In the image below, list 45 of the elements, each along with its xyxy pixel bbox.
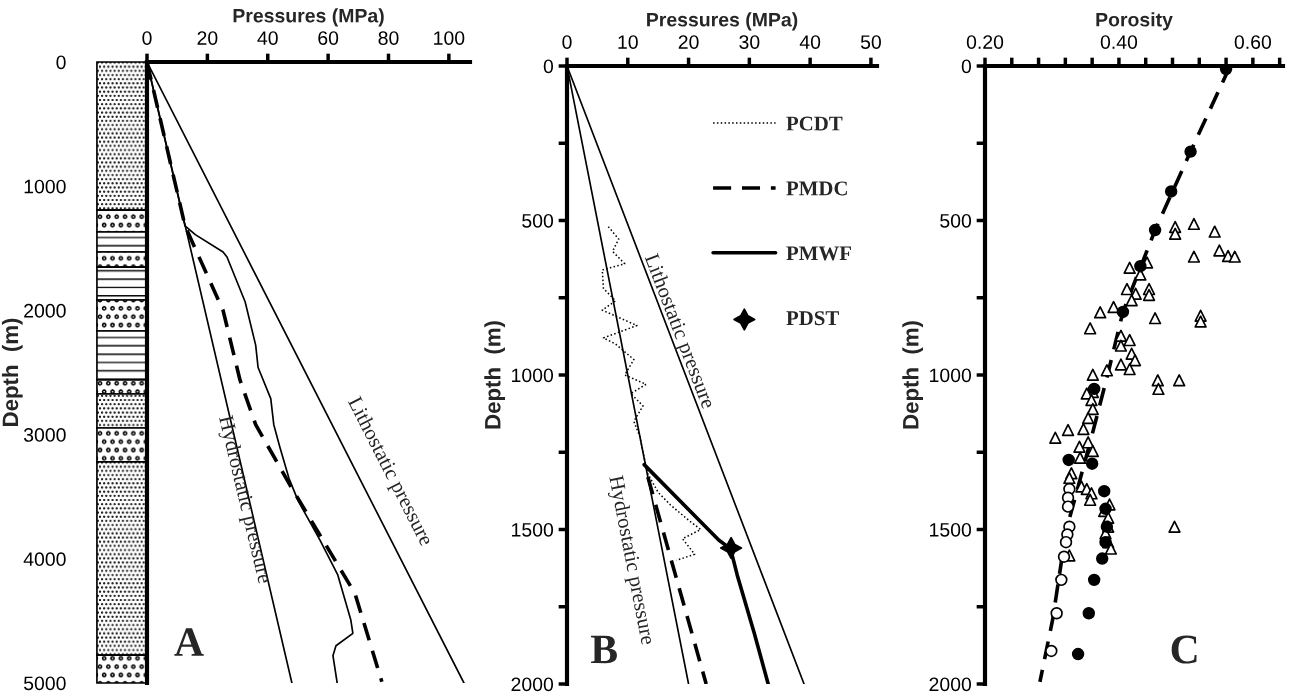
x-tick-label: 80 — [378, 31, 399, 45]
x-tick-label: 60 — [318, 31, 339, 45]
y-tick-label: 1000 — [24, 179, 66, 194]
y-tick-label: 0 — [56, 55, 66, 70]
x-tick-label: 20 — [197, 31, 218, 45]
legend-label: PMWF — [786, 246, 851, 261]
x-tick-label: 20 — [678, 35, 699, 49]
y-tick-label: 500 — [940, 213, 972, 228]
x-axis-title: Pressures (MPa) — [647, 12, 798, 31]
y-tick-label: 1000 — [930, 368, 972, 383]
x-axis-title: Porosity — [1096, 12, 1173, 31]
y-tick-label: 500 — [522, 213, 554, 228]
y-tick-label: 0 — [961, 59, 972, 74]
y-tick-label: 2000 — [24, 303, 66, 318]
x-tick-label: 0 — [562, 35, 572, 49]
annotation: B — [590, 635, 617, 664]
annotation: C — [1171, 635, 1197, 664]
y-tick-label: 4000 — [23, 552, 66, 567]
legend-label: PCDT — [786, 116, 843, 131]
annotation: Hydrostatic pressure — [214, 414, 273, 585]
x-tick-label: 0.60 — [1234, 35, 1272, 49]
x-tick-label: 50 — [860, 35, 881, 49]
y-axis-title: Depth (m) — [484, 321, 505, 429]
legend-label: PMDC — [786, 181, 847, 196]
x-tick-label: 40 — [799, 35, 821, 49]
x-tick-label: 0.40 — [1100, 35, 1138, 49]
y-tick-label: 2000 — [511, 677, 554, 692]
x-tick-label: 30 — [739, 35, 760, 49]
y-tick-label: 3000 — [23, 428, 66, 442]
x-tick-label: 10 — [618, 35, 638, 49]
x-tick-label: 0.20 — [966, 35, 1004, 49]
y-axis-title: Depth (m) — [902, 321, 923, 429]
annotation: A — [174, 628, 204, 656]
y-axis-title: Depth (m) — [1, 318, 23, 426]
x-axis-title: Pressures (MPa) — [233, 8, 384, 27]
y-tick-label: 5000 — [23, 676, 66, 691]
x-tick-label: 0 — [142, 31, 152, 45]
legend-label: PDST — [786, 311, 839, 326]
y-tick-label: 1500 — [512, 522, 554, 537]
x-tick-label: 100 — [434, 31, 465, 45]
x-tick-label: 40 — [257, 31, 278, 45]
y-tick-label: 1500 — [930, 522, 972, 537]
y-tick-label: 0 — [543, 59, 554, 74]
y-tick-label: 1000 — [512, 368, 554, 383]
y-tick-label: 2000 — [929, 677, 972, 692]
